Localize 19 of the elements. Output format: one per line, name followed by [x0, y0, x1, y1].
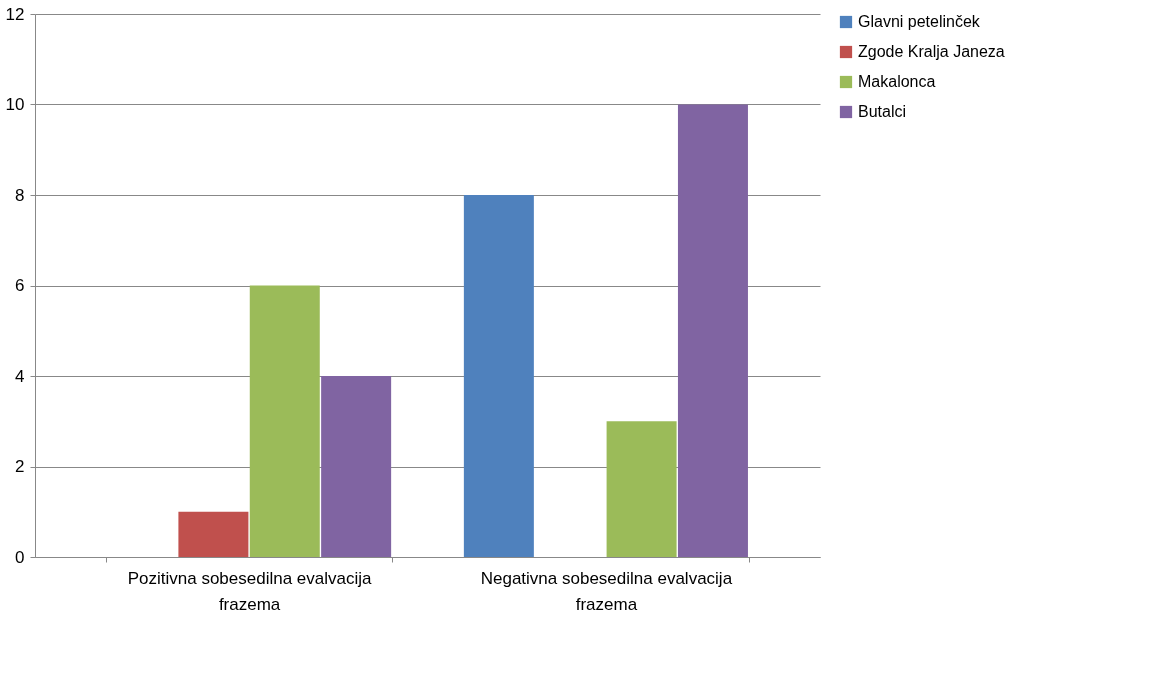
- legend-label: Makalonca: [858, 73, 936, 90]
- y-tick-label: 10: [5, 95, 25, 114]
- y-tick-label: 6: [15, 276, 25, 295]
- y-tick-label: 4: [15, 366, 25, 386]
- y-tick-label: 12: [5, 4, 25, 24]
- y-tick-label: 2: [15, 457, 25, 476]
- bar: [463, 195, 534, 557]
- bar: [178, 511, 249, 557]
- y-tick-label: 0: [15, 547, 25, 567]
- legend-label: Butalci: [858, 103, 907, 120]
- legend-label: Zgode Kralja Janeza: [858, 43, 1005, 60]
- x-tick-label: Negativna sobesedilna evalvacija frazema: [480, 568, 733, 614]
- bar: [321, 376, 392, 557]
- y-tick-label: 8: [15, 185, 25, 205]
- bar: [606, 421, 677, 557]
- bar: [249, 285, 320, 557]
- bar: [677, 104, 748, 557]
- legend-label: Glavni petelinček: [858, 13, 981, 30]
- x-tick-label: Pozitivna sobesedilna evalvacija frazema: [127, 568, 373, 614]
